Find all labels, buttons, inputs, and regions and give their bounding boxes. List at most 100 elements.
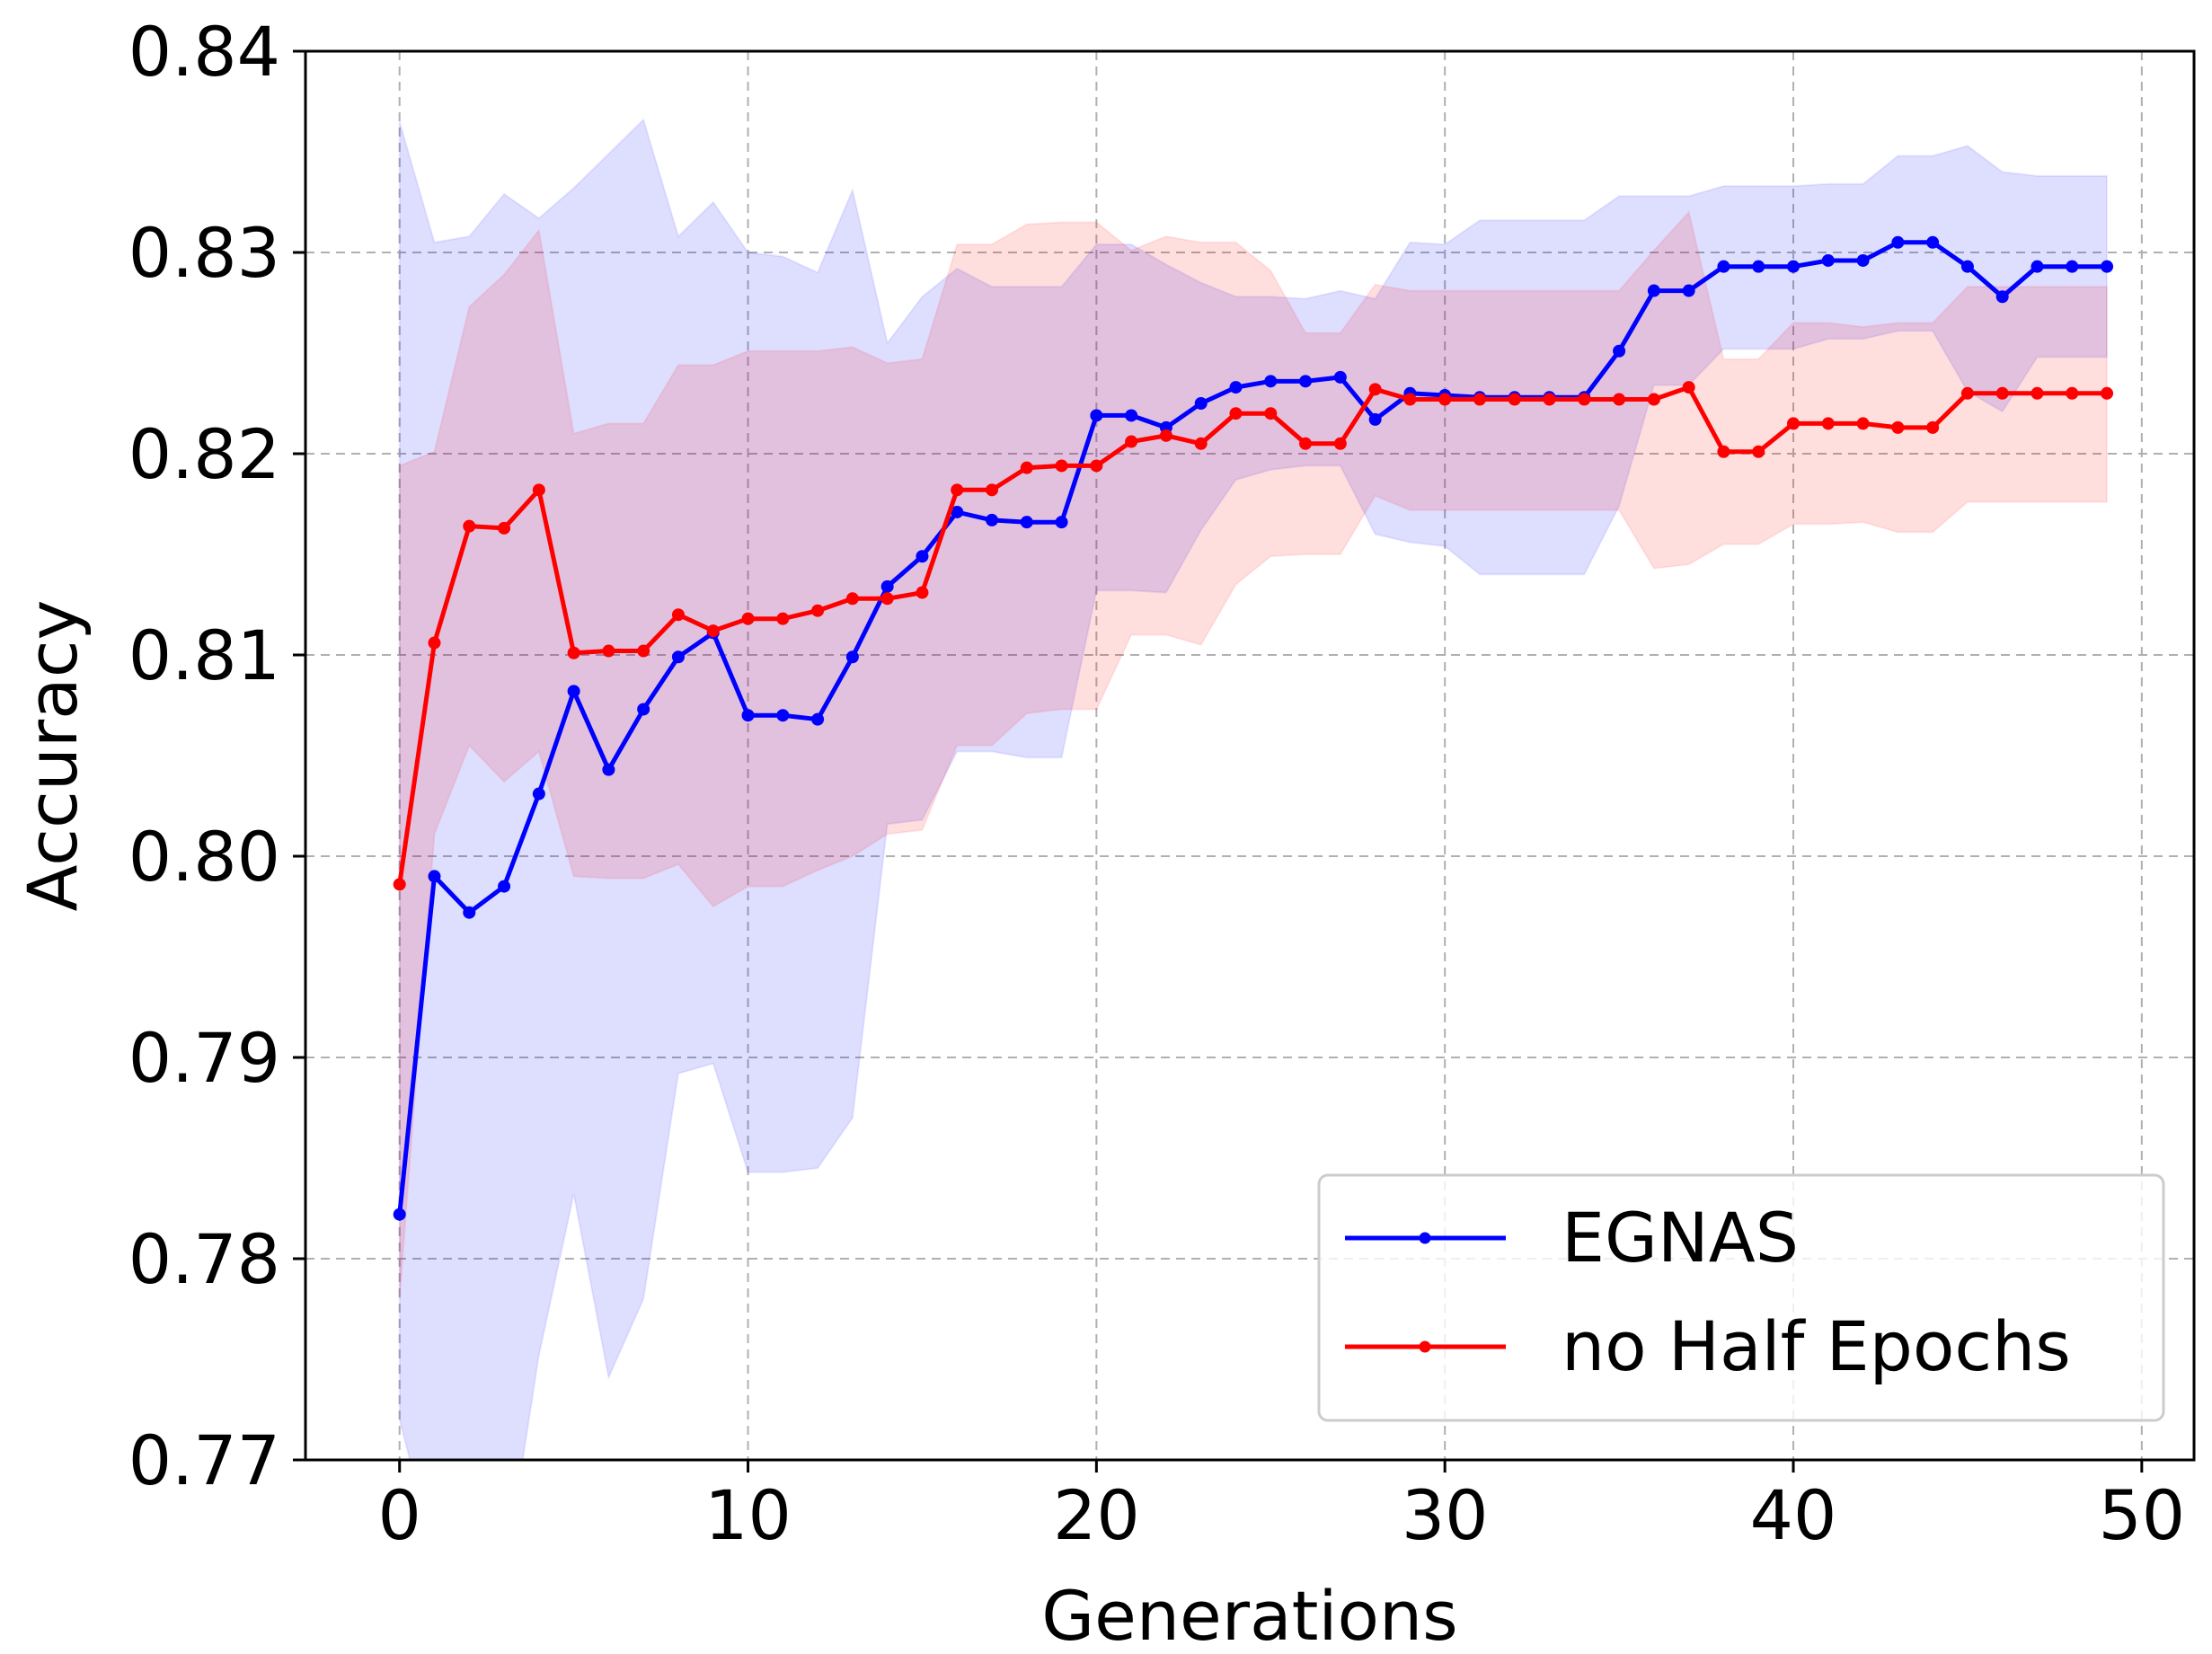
axis-ticks: 0 10 20 30 40 50 0.77 0.78 0.79 0.80 0.81 0.82 0.83 0… [128, 12, 2185, 1555]
point-no-half-epochs [1020, 461, 1033, 474]
point-no-half-epochs [1856, 417, 1870, 430]
point-no-half-epochs [393, 878, 406, 891]
point-no-half-epochs [428, 636, 441, 650]
point-egnas [463, 906, 476, 919]
point-no-half-epochs [880, 592, 894, 606]
legend: EGNAS no Half Epochs [1317, 1173, 2165, 1422]
point-egnas [1368, 412, 1382, 426]
point-no-half-epochs [1473, 393, 1486, 406]
point-no-half-epochs [1613, 393, 1626, 406]
point-no-half-epochs [463, 519, 476, 533]
y-axis-title: Accuracy [13, 600, 93, 912]
axes-frame [304, 49, 2196, 1462]
point-egnas [1125, 409, 1138, 422]
x-tick-label: 50 [2098, 1475, 2185, 1555]
y-tick-label: 0.81 [128, 615, 280, 695]
point-egnas [567, 685, 580, 698]
point-no-half-epochs [951, 483, 964, 497]
point-egnas [2101, 260, 2114, 273]
point-egnas [671, 650, 685, 664]
point-egnas [1020, 516, 1033, 529]
x-tick-label: 30 [1402, 1475, 1489, 1555]
point-no-half-epochs [1717, 445, 1730, 458]
point-egnas [1264, 375, 1278, 388]
plot-frame [304, 49, 2196, 1462]
point-no-half-epochs [1403, 393, 1417, 406]
point-no-half-epochs [1752, 445, 1765, 458]
point-egnas [1960, 260, 1974, 273]
point-no-half-epochs [1055, 459, 1068, 473]
confidence-bands [398, 118, 2108, 1460]
point-no-half-epochs [1543, 393, 1556, 406]
point-no-half-epochs [1438, 393, 1452, 406]
point-egnas [1856, 253, 1870, 267]
point-egnas [776, 709, 790, 722]
x-tick-label: 0 [378, 1475, 421, 1555]
x-axis-title: Generations [1041, 1576, 1458, 1654]
point-egnas [532, 787, 545, 800]
point-egnas [1787, 260, 1801, 273]
y-tick-label: 0.79 [128, 1018, 280, 1098]
point-egnas [1821, 253, 1835, 267]
point-no-half-epochs [1159, 429, 1172, 442]
point-egnas [1090, 409, 1103, 422]
point-egnas [428, 870, 441, 883]
point-no-half-epochs [1194, 437, 1208, 450]
point-no-half-epochs [1995, 386, 2009, 400]
point-egnas [2031, 260, 2044, 273]
point-no-half-epochs [2101, 386, 2114, 400]
band-egnas [398, 118, 2108, 1460]
point-no-half-epochs [602, 644, 615, 658]
point-egnas [393, 1207, 406, 1221]
point-no-half-epochs [1821, 417, 1835, 430]
point-no-half-epochs [567, 646, 580, 659]
point-no-half-epochs [637, 644, 650, 658]
point-egnas [1194, 397, 1208, 410]
band-no-half-epochs [398, 210, 2108, 1299]
point-egnas [1995, 290, 2009, 304]
point-no-half-epochs [1090, 459, 1103, 473]
point-egnas [741, 709, 755, 722]
y-tick-label: 0.82 [128, 414, 280, 494]
point-no-half-epochs [498, 521, 511, 535]
legend-label-no-half-epochs: no Half Epochs [1562, 1306, 2071, 1386]
point-no-half-epochs [1787, 417, 1801, 430]
point-egnas [637, 703, 650, 716]
x-tick-label: 10 [704, 1475, 792, 1555]
point-no-half-epochs [776, 612, 790, 625]
point-no-half-epochs [1926, 420, 1940, 434]
legend-frame [1317, 1173, 2165, 1422]
point-no-half-epochs [845, 592, 859, 606]
point-no-half-epochs [986, 483, 999, 497]
point-egnas [1299, 375, 1313, 388]
point-egnas [811, 712, 825, 726]
y-tick-label: 0.78 [128, 1219, 280, 1299]
point-egnas [845, 650, 859, 664]
y-tick-label: 0.80 [128, 817, 280, 897]
point-no-half-epochs [1891, 420, 1905, 434]
point-egnas [986, 513, 999, 526]
point-no-half-epochs [2031, 386, 2044, 400]
legend-marker-egnas [1419, 1232, 1431, 1244]
point-egnas [1229, 381, 1243, 394]
point-no-half-epochs [741, 612, 755, 625]
point-no-half-epochs [1229, 407, 1243, 420]
series-lines [393, 235, 2114, 1221]
y-tick-label: 0.83 [128, 213, 280, 293]
point-egnas [1647, 284, 1660, 297]
point-egnas [916, 550, 929, 563]
point-egnas [1333, 370, 1347, 384]
point-no-half-epochs [1333, 437, 1347, 450]
point-no-half-epochs [706, 624, 720, 638]
legend-marker-no-half-epochs [1419, 1340, 1431, 1353]
point-egnas [880, 579, 894, 593]
point-no-half-epochs [2066, 386, 2079, 400]
point-egnas [1752, 260, 1765, 273]
point-no-half-epochs [916, 586, 929, 599]
legend-label-egnas: EGNAS [1562, 1198, 1799, 1278]
point-egnas [1682, 284, 1695, 297]
point-no-half-epochs [1960, 386, 1974, 400]
point-no-half-epochs [1578, 393, 1591, 406]
point-no-half-epochs [671, 608, 685, 622]
